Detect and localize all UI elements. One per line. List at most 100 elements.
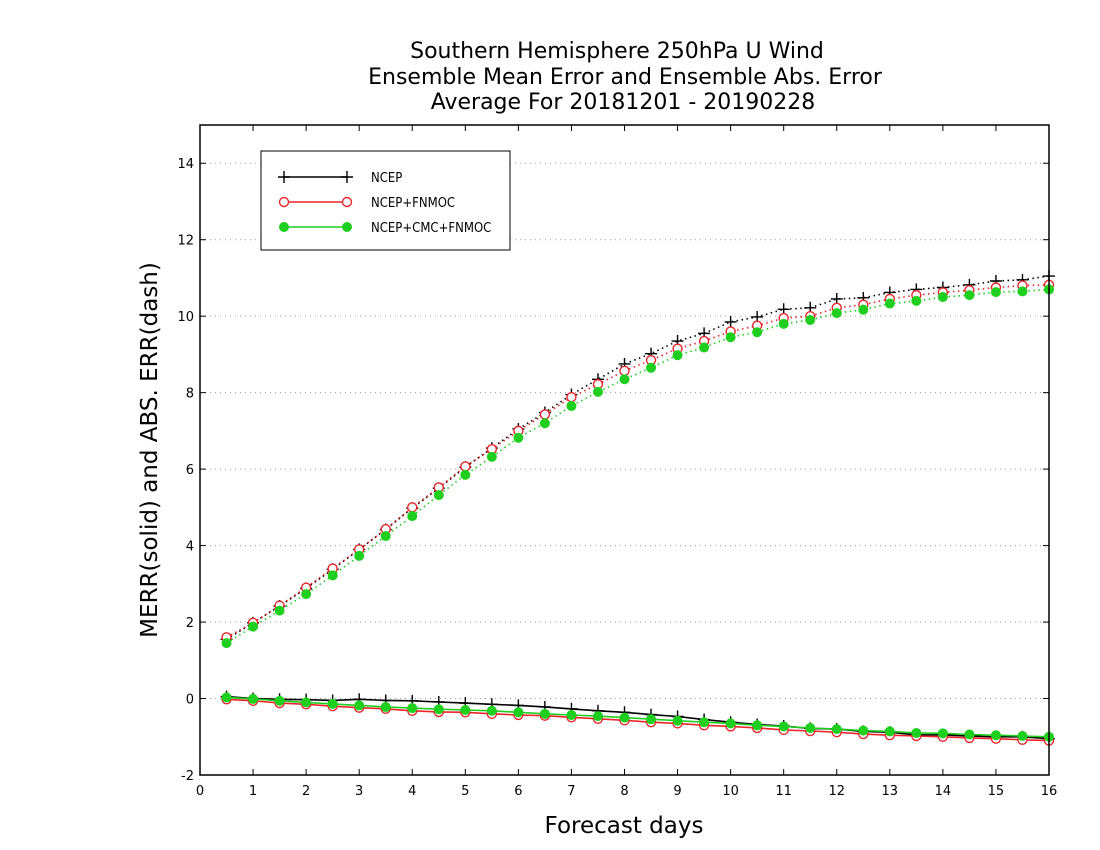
abs-err-point [964,290,975,301]
abs-err-point [884,298,895,309]
legend-marker [341,196,353,208]
legend-marker [279,222,289,232]
y-tick-label: 14 [177,157,194,172]
abs-err-point [592,386,603,397]
merr-point [672,715,683,726]
x-tick-label: 10 [722,784,739,799]
merr-point [1017,731,1028,741]
abs-err-point [433,490,444,501]
x-tick-label: 15 [988,784,1005,799]
abs-err-point [778,318,789,329]
merr-point [990,730,1001,741]
legend-label: NCEP+FNMOC [371,196,455,211]
chart-title-line-1: Southern Hemisphere 250hPa U Wind [410,39,824,64]
merr-point [699,717,710,728]
y-tick-label: 10 [177,310,194,325]
y-tick-label: 0 [186,693,194,708]
legend-marker [342,222,352,232]
abs-err-point [566,401,577,412]
abs-err-point [937,292,948,303]
abs-err-point [699,342,710,353]
abs-err-point [380,531,391,542]
x-tick-label: 14 [935,784,952,799]
abs-err-point [513,432,524,443]
x-tick-label: 16 [1041,784,1058,799]
merr-point [964,729,975,740]
y-tick-label: -2 [181,769,194,784]
x-tick-label: 12 [828,784,845,799]
abs-err-point [619,365,630,377]
merr-point [354,700,365,711]
abs-err-point [539,418,550,429]
y-axis-title: MERR(solid) and ABS. ERR(dash) [137,262,163,638]
merr-point [460,705,471,715]
merr-point [805,722,816,733]
abs-err-point [407,502,418,513]
x-axis-title: Forecast days [545,813,704,839]
merr-point [858,725,869,736]
x-tick-label: 4 [408,784,416,799]
y-tick-label: 12 [177,234,194,249]
legend: NCEP NCEP+FNMOC NCEP+CMC+FNMOC [260,150,511,251]
abs-err-point [221,638,232,649]
abs-err-point [646,362,657,373]
series-layer [220,270,1055,746]
x-tick-label: 0 [196,784,204,799]
y-tick-label: 6 [186,463,194,478]
x-tick-label: 2 [302,784,310,799]
abs-err-point [831,308,842,319]
merr-point [646,714,657,725]
legend-item: NCEP+FNMOC [278,196,455,211]
abs-err-point [460,469,471,480]
x-tick-label: 9 [673,784,681,799]
x-tick-label: 13 [882,784,899,799]
chart-title-line-2: Ensemble Mean Error and Ensemble Abs. Er… [368,65,883,90]
abs-err-point [407,511,418,522]
abs-err-point [858,304,869,315]
legend-marker [341,171,353,183]
plot-frame [199,124,1050,776]
legend-item: NCEP [278,171,402,186]
merr-point [884,726,895,737]
merr-point [327,698,338,709]
x-tick-label: 1 [249,784,257,799]
merr-point [433,704,444,715]
x-tick-label: 6 [514,784,522,799]
legend-marker [278,196,290,208]
merr-point [778,721,789,732]
y-tick-label: 8 [186,387,194,402]
abs-err-line [226,275,1050,640]
x-tick-label: 7 [567,784,575,799]
abs-err-point [539,409,551,420]
y-tick-label: 4 [186,540,194,555]
abs-err-point [460,461,471,472]
legend-item: NCEP+CMC+FNMOC [279,221,491,236]
abs-err-point [327,570,338,581]
abs-err-point [672,350,683,361]
abs-err-point [752,327,763,338]
abs-err-point [990,287,1001,298]
series-ncep-cmc-fnmoc [221,284,1054,742]
chart-title-line-3: Average For 20181201 - 20190228 [431,90,816,115]
x-tick-label: 8 [620,784,628,799]
y-tick-label: 2 [186,616,194,631]
merr-point [619,712,630,723]
abs-err-point [566,392,577,403]
abs-err-point [1017,286,1028,297]
legend-label: NCEP [371,171,402,186]
merr-point [407,703,418,714]
abs-err-point [911,295,922,306]
merr-point [911,727,922,738]
abs-err-point [619,374,630,385]
legend-label: NCEP+CMC+FNMOC [371,221,491,236]
legend-box [260,150,511,251]
abs-err-point [724,315,737,328]
legend-marker [278,171,290,183]
merr-point [486,705,497,716]
merr-point [248,693,259,704]
merr-point [566,709,577,720]
merr-point [380,701,391,712]
merr-point [725,718,736,729]
